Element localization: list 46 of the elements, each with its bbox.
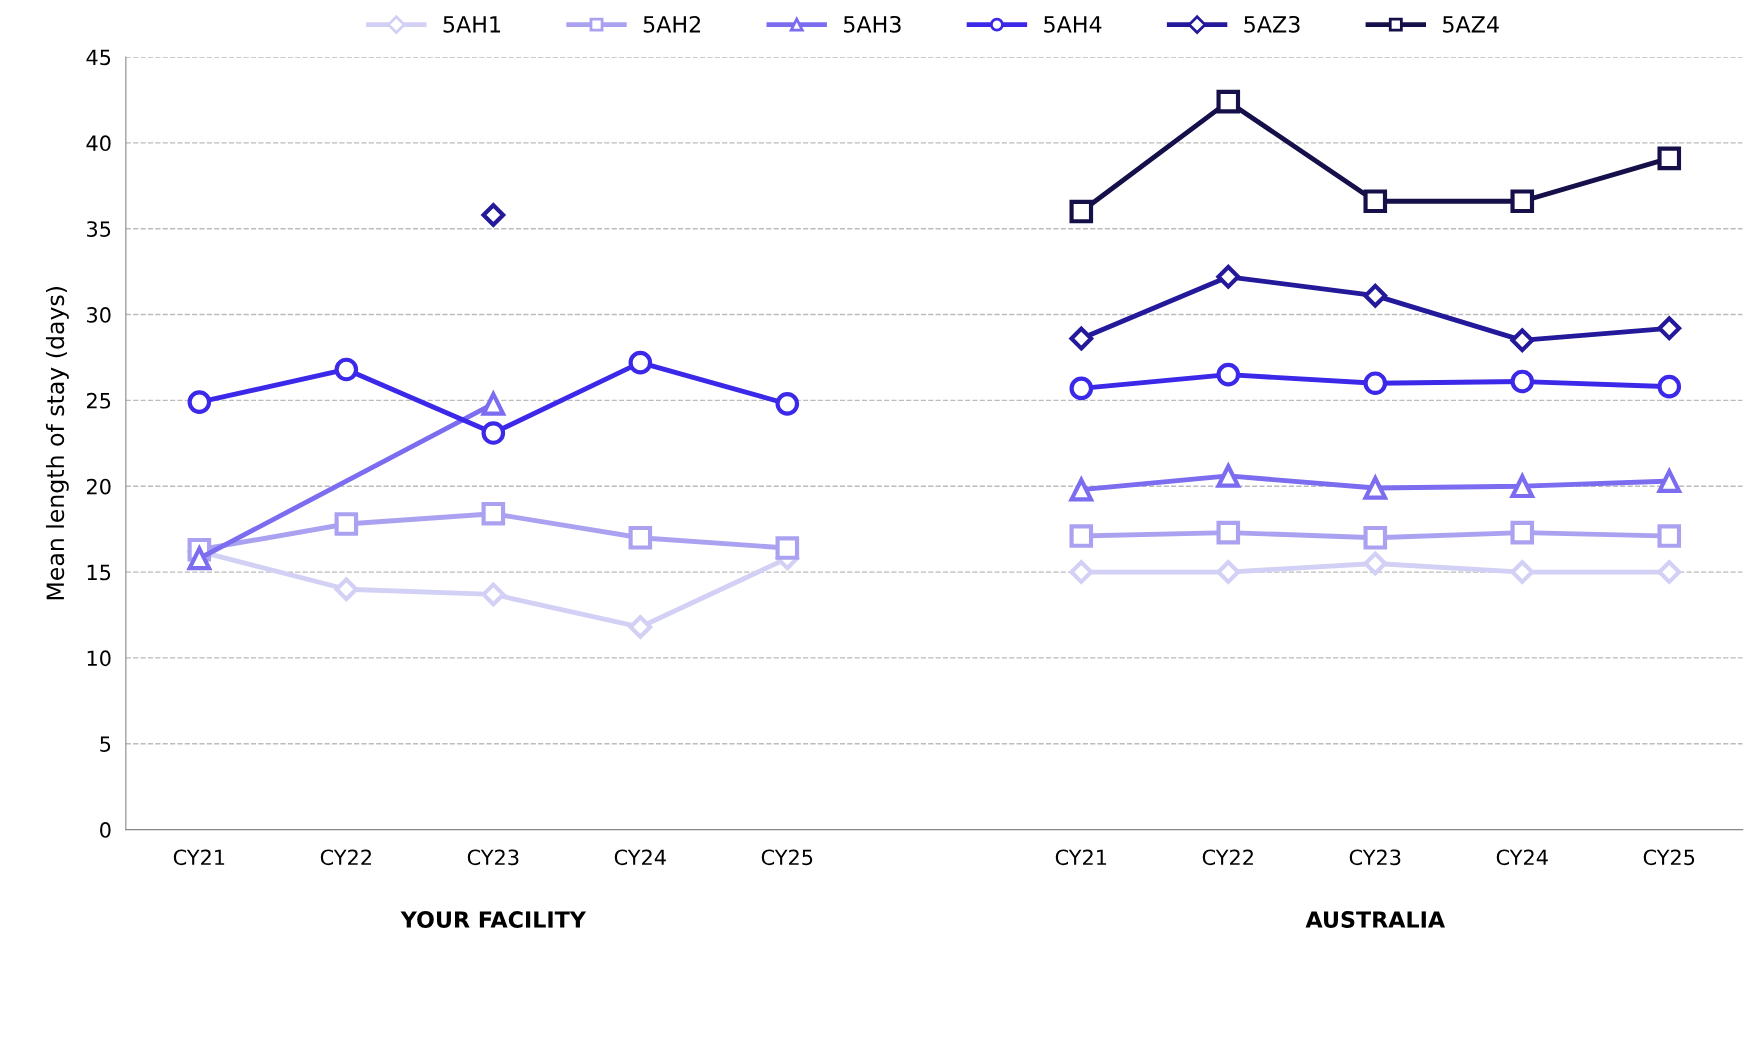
y-tick-label: 30 — [87, 307, 111, 323]
x-tick-label: CY22 — [320, 849, 371, 866]
x-tick-label: CY25 — [1643, 849, 1695, 866]
y-tick-label: 25 — [86, 392, 111, 409]
legend-label: 5AH2 — [643, 15, 701, 33]
text: AUSTRALIA — [1305, 911, 1445, 928]
point — [481, 582, 506, 607]
x-tick-label: CY25 — [761, 849, 813, 866]
point — [334, 357, 359, 382]
y-tick-label: 45 — [86, 49, 111, 66]
point — [481, 203, 506, 227]
point — [1510, 520, 1535, 545]
y-tick-label: 5 — [100, 736, 111, 752]
point — [628, 350, 653, 375]
point — [1363, 525, 1388, 550]
legend-label: 5AZ4 — [1443, 16, 1499, 33]
point — [1657, 524, 1682, 548]
point — [1657, 146, 1682, 171]
y-tick-label: 15 — [87, 564, 111, 581]
point — [1216, 89, 1241, 114]
point — [1069, 199, 1094, 224]
point — [775, 392, 800, 416]
y-tick-label: 10 — [87, 650, 111, 667]
x-tick-label: CY22 — [1202, 849, 1253, 866]
x-tick-label: CY21 — [173, 849, 225, 866]
point — [1216, 520, 1241, 545]
y-axis-title: Mean length of stay (days) — [45, 287, 69, 600]
point — [1069, 524, 1094, 548]
x-tick-label: CY21 — [1055, 849, 1107, 866]
y-tick-label: 20 — [86, 478, 111, 495]
point — [334, 577, 359, 602]
legend-label: 5AH4 — [1044, 16, 1102, 33]
point — [1363, 189, 1388, 214]
legend-label: 5AH1 — [443, 16, 501, 33]
text: YOUR FACILITY — [400, 911, 587, 928]
x-tick-label: CY23 — [1349, 849, 1401, 866]
x-tick-label: CY23 — [467, 849, 519, 866]
y-tick-label: 40 — [86, 135, 111, 152]
legend-label: 5AH3 — [843, 15, 901, 33]
legend-label: 5AZ3 — [1244, 15, 1300, 33]
x-tick-label: CY24 — [614, 849, 666, 866]
y-tick-label: 35 — [87, 221, 111, 237]
point — [1510, 189, 1535, 214]
point — [628, 615, 653, 639]
y-tick-label: 0 — [100, 822, 111, 838]
x-tick-label: CY24 — [1496, 849, 1548, 866]
